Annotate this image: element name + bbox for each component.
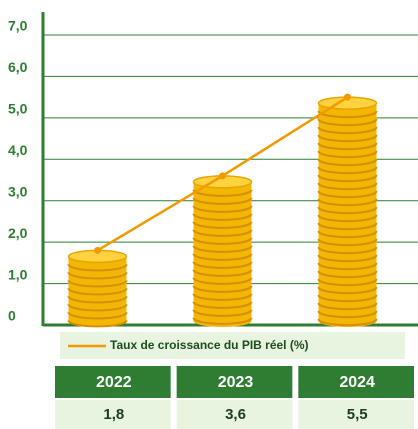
y-tick-label: 2,0 (8, 225, 28, 241)
line-point (344, 94, 351, 101)
legend-label: Taux de croissance du PIB réel (%) (110, 338, 309, 352)
value-label: 1,8 (103, 406, 124, 423)
y-tick-label: 6,0 (8, 59, 28, 75)
line-point (219, 172, 226, 179)
y-tick-label: 0 (8, 308, 16, 324)
y-tick-label: 5,0 (8, 101, 28, 117)
table-header: 2024 (339, 374, 375, 391)
table-header: 2022 (96, 374, 132, 391)
y-tick-label: 3,0 (8, 183, 28, 199)
chart: 0 1,0 2,0 3,0 4,0 5,0 6,0 7,0 Taux de croissance… (0, 0, 418, 429)
line-point (94, 247, 101, 254)
y-tick-label: 7,0 (8, 18, 28, 34)
table-header: 2023 (218, 374, 254, 391)
value-label: 5,5 (347, 406, 368, 423)
value-label: 3,6 (225, 406, 246, 423)
y-tick-label: 4,0 (8, 142, 28, 158)
y-tick-label: 1,0 (8, 266, 28, 282)
coin-stack (319, 97, 377, 327)
coin-stack (69, 250, 127, 327)
coin-stack (194, 176, 252, 327)
